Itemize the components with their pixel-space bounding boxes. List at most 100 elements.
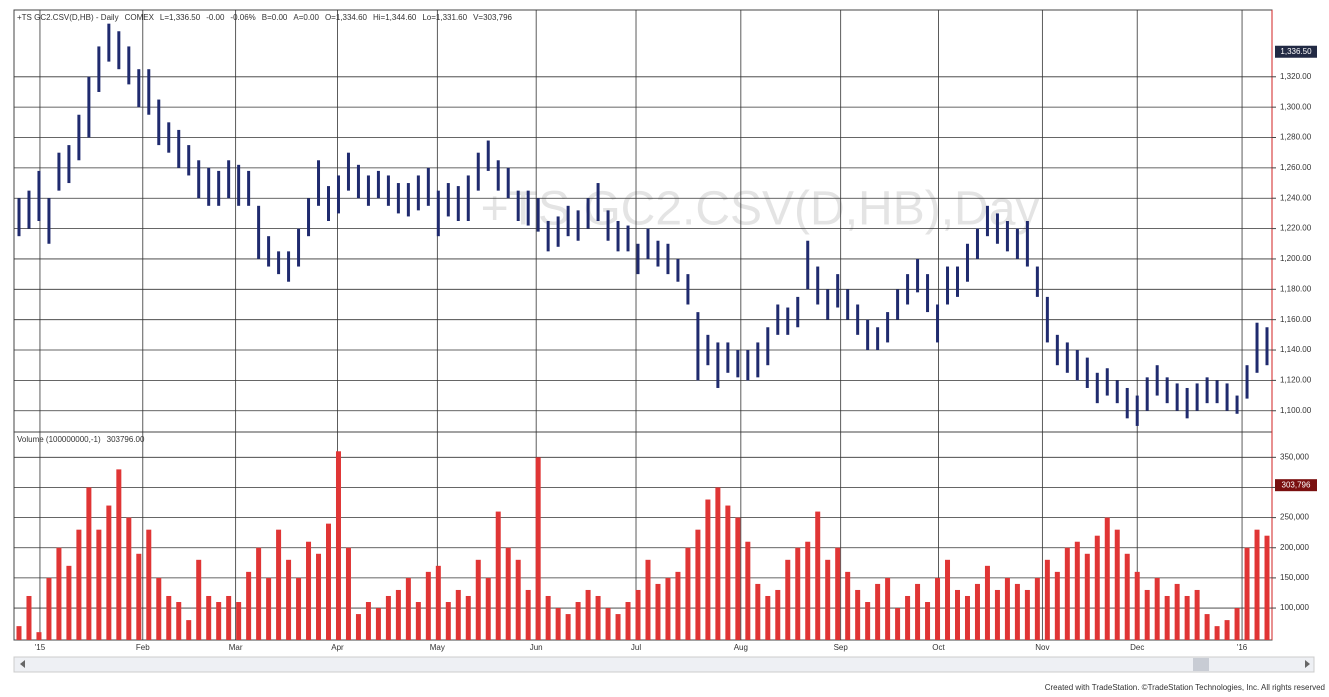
volume-bar xyxy=(745,541,751,640)
volume-bar xyxy=(885,577,891,640)
y-tick-label: 150,000 xyxy=(1280,573,1309,582)
volume-bar xyxy=(36,632,42,640)
volume-bar xyxy=(16,626,22,640)
volume-bar xyxy=(1204,614,1210,640)
last-value-label: 303,796 xyxy=(1282,480,1311,489)
volume-bar xyxy=(555,608,561,640)
volume-bar xyxy=(1134,571,1140,640)
y-tick-label: 1,240.00 xyxy=(1280,193,1312,202)
volume-bar xyxy=(355,614,361,640)
volume-bar xyxy=(984,565,990,640)
volume-bar xyxy=(1224,620,1230,640)
volume-bar xyxy=(365,602,371,640)
y-tick-label: 1,100.00 xyxy=(1280,406,1312,415)
volume-bar xyxy=(475,559,481,640)
volume-bar xyxy=(565,614,571,640)
volume-bar xyxy=(695,529,701,640)
header-text: V=303,796 xyxy=(473,13,512,22)
volume-bar xyxy=(136,553,142,640)
header-text: 303796.00 xyxy=(107,435,145,444)
volume-bar xyxy=(875,583,881,640)
volume-bar xyxy=(625,602,631,640)
last-value-label: 1,336.50 xyxy=(1280,47,1312,56)
volume-bar xyxy=(755,583,761,640)
y-tick-label: 1,120.00 xyxy=(1280,375,1312,384)
volume-bar xyxy=(256,547,262,640)
x-tick-label: Mar xyxy=(229,643,243,652)
volume-bar xyxy=(1024,589,1030,640)
volume-bar xyxy=(415,602,421,640)
y-tick-label: 250,000 xyxy=(1280,513,1309,522)
volume-bar xyxy=(1174,583,1180,640)
y-tick-label: 1,220.00 xyxy=(1280,224,1312,233)
volume-bar xyxy=(246,571,252,640)
volume-bar xyxy=(26,595,32,640)
y-tick-label: 200,000 xyxy=(1280,543,1309,552)
volume-bar xyxy=(935,577,941,640)
volume-bar xyxy=(226,595,232,640)
volume-bar xyxy=(465,595,471,640)
volume-bar xyxy=(1234,608,1240,640)
volume-bar xyxy=(116,469,122,640)
y-tick-label: 1,180.00 xyxy=(1280,284,1312,293)
volume-bar xyxy=(905,595,911,640)
volume-bar xyxy=(316,553,322,640)
last-value-flag xyxy=(1275,479,1317,492)
volume-bar xyxy=(206,595,212,640)
volume-bar xyxy=(955,589,960,640)
volume-bar xyxy=(655,583,661,640)
scroll-left[interactable] xyxy=(20,660,25,668)
volume-bar xyxy=(535,457,541,640)
y-tick-label: 1,200.00 xyxy=(1280,254,1312,263)
volume-bar xyxy=(1114,529,1120,640)
x-tick-label: '16 xyxy=(1237,643,1248,652)
volume-bar xyxy=(945,559,951,640)
x-tick-label: '15 xyxy=(35,643,46,652)
volume-bar xyxy=(46,577,52,640)
volume-bar xyxy=(455,589,461,640)
volume-bar xyxy=(505,547,511,640)
x-tick-label: Apr xyxy=(331,643,344,652)
volume-bar xyxy=(585,589,591,640)
volume-bar xyxy=(1014,583,1020,640)
volume-bar xyxy=(545,595,551,640)
volume-bar xyxy=(435,565,441,640)
footer: Created with TradeStation. ©TradeStation… xyxy=(1045,683,1325,692)
scroll-thumb[interactable] xyxy=(1193,658,1209,671)
volume-bar xyxy=(326,523,331,640)
x-tick-label: Feb xyxy=(136,643,150,652)
header-text: O=1,334.60 xyxy=(325,13,368,22)
volume-bar xyxy=(306,541,312,640)
volume-bar xyxy=(855,589,861,640)
y-tick-label: 350,000 xyxy=(1280,452,1309,461)
scroll-right[interactable] xyxy=(1305,660,1310,668)
volume-bar xyxy=(1124,553,1130,640)
header-text: +TS GC2.CSV(D,HB) - Daily xyxy=(17,13,119,22)
volume-bar xyxy=(645,559,651,640)
volume-bar xyxy=(615,614,621,640)
volume-bar xyxy=(1244,547,1250,640)
volume-bar xyxy=(66,565,72,640)
volume-bar xyxy=(286,559,292,640)
volume-bar xyxy=(1074,541,1080,640)
volume-bar xyxy=(705,499,711,640)
header-text: A=0.00 xyxy=(293,13,319,22)
header-text: COMEX xyxy=(125,13,155,22)
volume-bar xyxy=(1254,529,1260,640)
plot-frame xyxy=(13,9,1273,641)
volume-bar xyxy=(395,589,401,640)
x-tick-label: Oct xyxy=(932,643,945,652)
y-tick-label: 1,160.00 xyxy=(1280,315,1312,324)
volume-bar xyxy=(186,620,192,640)
header-text: -0.00 xyxy=(206,13,225,22)
x-tick-label: Nov xyxy=(1035,643,1049,652)
volume-bar xyxy=(1184,595,1190,640)
scrollbar[interactable] xyxy=(13,656,1315,673)
volume-bar xyxy=(1044,559,1050,640)
y-tick-label: 1,320.00 xyxy=(1280,72,1312,81)
volume-bar xyxy=(925,602,931,640)
volume-bar xyxy=(236,602,242,640)
last-value-flag xyxy=(1275,45,1317,58)
volume-bar xyxy=(675,571,681,640)
